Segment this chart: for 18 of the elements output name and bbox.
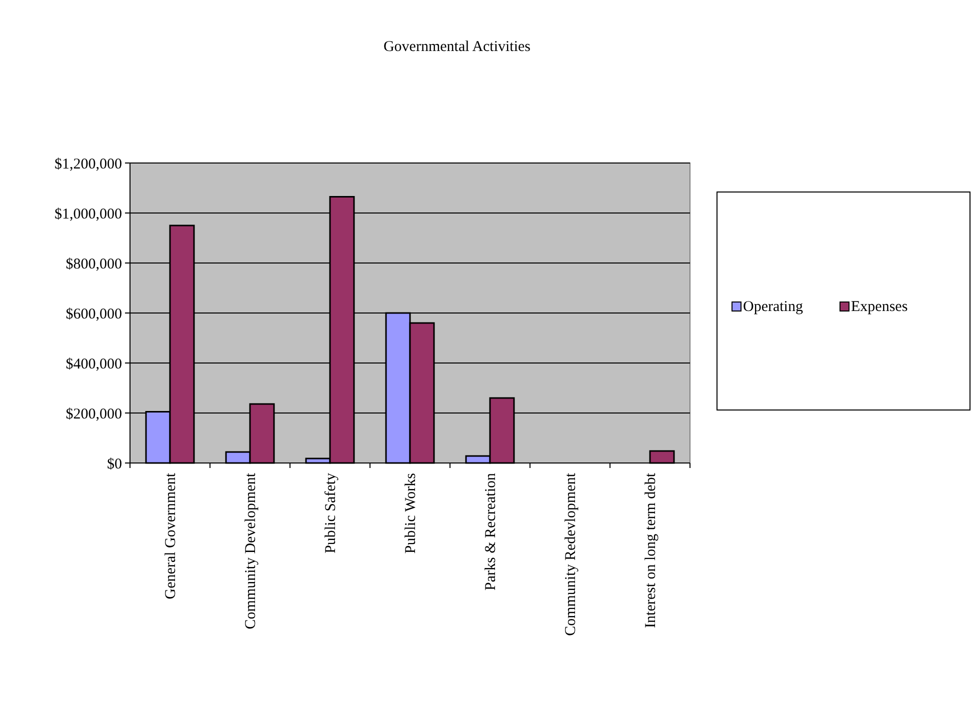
x-tick-label: Public Safety	[323, 472, 339, 554]
x-tick-label: Public Works	[403, 472, 419, 554]
y-tick-label: $200,000	[66, 406, 122, 422]
bar	[649, 450, 675, 464]
y-tick-label: $800,000	[66, 256, 122, 272]
x-tick-label: Community Development	[243, 472, 259, 630]
x-tick-label: Interest on long term debt	[643, 472, 659, 628]
y-tick-label: $1,200,000	[54, 156, 122, 172]
chart-title: Governmental Activities	[383, 39, 531, 55]
x-tick-label: Community Redevlopment	[563, 472, 579, 636]
y-tick-label: $1,000,000	[54, 206, 122, 222]
y-tick-label: $400,000	[66, 356, 122, 372]
y-tick-label: $600,000	[66, 306, 122, 322]
x-tick-label: Parks & Recreation	[483, 472, 499, 590]
x-tick-label: General Government	[163, 472, 179, 600]
legend-label: Expenses	[851, 299, 908, 315]
legend-label: Operating	[743, 299, 804, 315]
y-tick-label: $0	[107, 456, 122, 472]
